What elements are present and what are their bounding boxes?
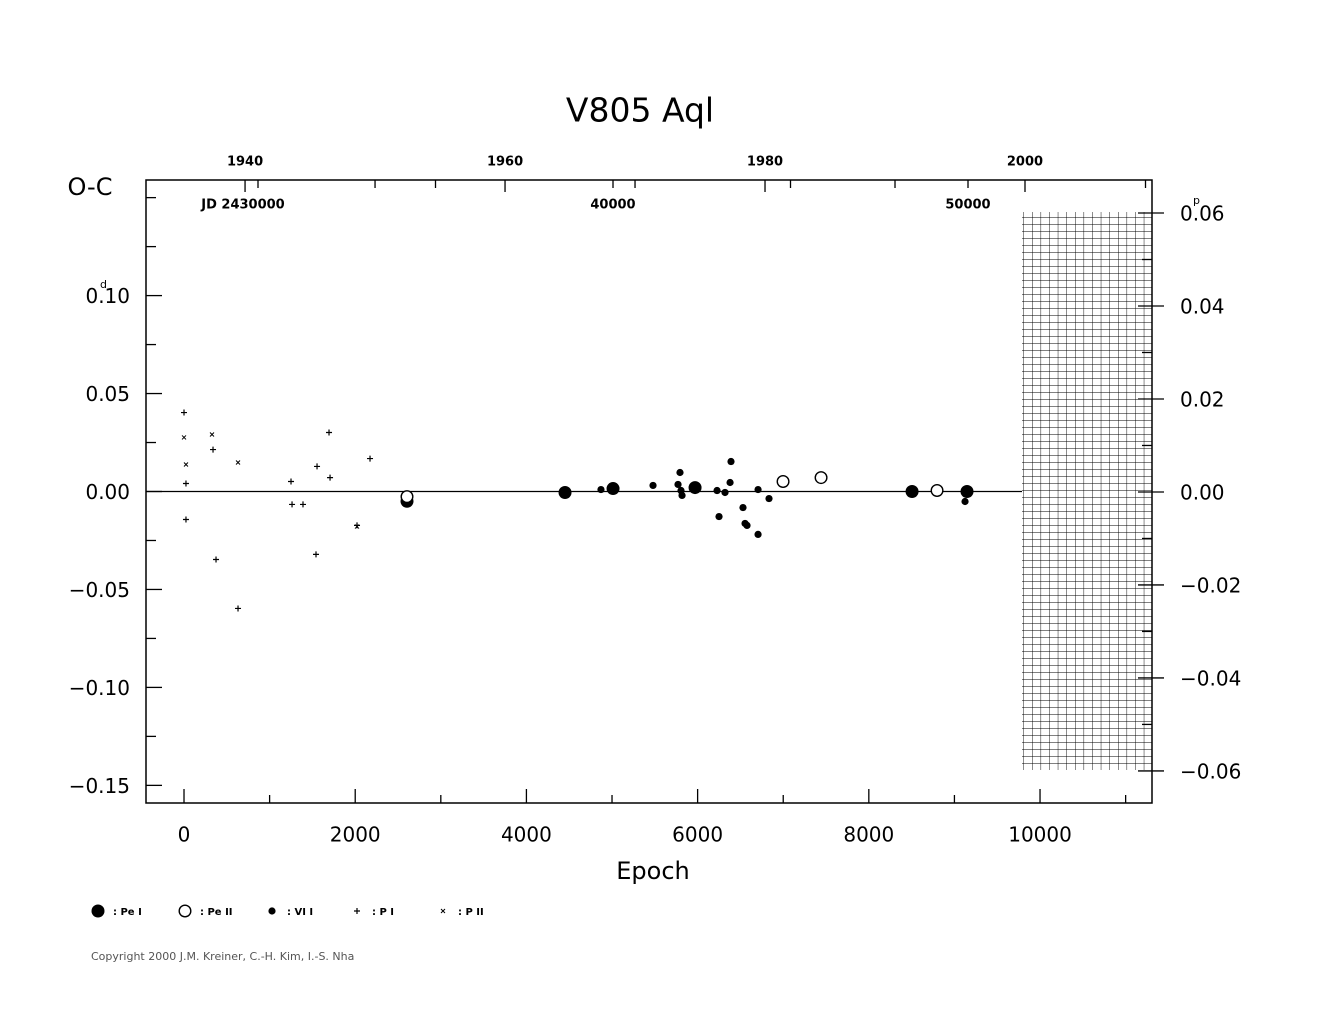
point — [678, 491, 686, 500]
point — [558, 485, 572, 499]
y-tick-label: −0.15 — [69, 774, 130, 798]
point — [289, 501, 296, 508]
year-tick-label: 1960 — [487, 155, 523, 170]
y2-tick-label: 0.00 — [1180, 480, 1225, 504]
jd-tick-label: 40000 — [590, 198, 635, 213]
future-region — [1022, 212, 1152, 770]
copyright: Copyright 2000 J.M. Kreiner, C.-H. Kim, … — [91, 950, 354, 963]
point — [182, 480, 189, 487]
chart-title: V805 Aql — [566, 91, 714, 130]
legend-marker — [354, 908, 360, 914]
point — [354, 524, 360, 529]
point — [754, 485, 762, 494]
point — [726, 478, 734, 487]
point — [676, 468, 684, 477]
legend-marker — [178, 904, 192, 918]
point — [181, 409, 188, 416]
point — [597, 485, 605, 494]
point — [713, 486, 721, 495]
year-tick-label: 2000 — [1007, 155, 1043, 170]
year-tick-label: 1940 — [227, 155, 263, 170]
point — [688, 481, 702, 495]
legend-label: : Pe I — [113, 907, 142, 918]
legend-marker — [91, 904, 105, 918]
point — [905, 485, 919, 498]
legend-marker — [440, 908, 446, 914]
y-unit: d — [100, 278, 107, 291]
point — [721, 488, 729, 497]
point — [313, 551, 320, 558]
point — [674, 480, 682, 489]
y2-tick-label: 0.06 — [1180, 202, 1225, 226]
x-tick-label: 2000 — [330, 823, 381, 847]
point — [210, 446, 217, 453]
point — [765, 494, 773, 503]
point — [181, 435, 187, 440]
point — [213, 556, 220, 563]
point — [754, 530, 762, 539]
legend-marker — [268, 907, 276, 915]
point — [314, 463, 321, 470]
point — [961, 497, 969, 506]
year-tick-label: 1980 — [747, 155, 783, 170]
point — [235, 460, 241, 465]
y-tick-label: 0.05 — [85, 382, 130, 406]
point — [776, 475, 790, 489]
point — [327, 474, 334, 481]
y2-tick-label: −0.02 — [1180, 573, 1241, 597]
point — [183, 462, 189, 467]
legend-label: : Pe II — [200, 907, 233, 918]
x-tick-label: 6000 — [672, 823, 723, 847]
point — [288, 478, 295, 485]
y-tick-label: −0.10 — [69, 676, 130, 700]
point — [960, 485, 974, 498]
x-tick-label: 10000 — [1008, 823, 1072, 847]
legend-label: : P II — [458, 907, 484, 918]
y-axis-label: O-C — [68, 173, 113, 201]
point — [739, 503, 747, 512]
point — [235, 605, 242, 612]
point — [326, 429, 333, 436]
y2-tick-label: 0.02 — [1180, 387, 1225, 411]
point — [743, 521, 751, 529]
jd-tick-label: JD 2430000 — [200, 198, 284, 213]
point — [400, 490, 414, 504]
y2-tick-label: −0.04 — [1180, 666, 1241, 690]
point — [814, 471, 828, 485]
jd-tick-label: 50000 — [945, 198, 990, 213]
point — [606, 482, 620, 496]
x-tick-label: 4000 — [501, 823, 552, 847]
y2-tick-label: −0.06 — [1180, 759, 1241, 783]
x-axis-label: Epoch — [616, 857, 690, 885]
point — [209, 432, 215, 437]
y-tick-label: 0.10 — [85, 284, 130, 308]
y-tick-label: −0.05 — [69, 578, 130, 602]
x-tick-label: 8000 — [843, 823, 894, 847]
point — [649, 481, 657, 490]
y-tick-label: 0.00 — [85, 480, 130, 504]
x-tick-label: 0 — [178, 823, 191, 847]
point — [299, 501, 306, 508]
point — [715, 512, 723, 521]
legend-label: : P I — [372, 907, 394, 918]
y2-tick-label: 0.04 — [1180, 294, 1225, 318]
point — [727, 457, 735, 466]
point — [182, 516, 189, 523]
point — [354, 522, 361, 529]
point — [930, 484, 944, 498]
point — [367, 455, 374, 462]
legend-label: : VI I — [287, 907, 313, 918]
y2-unit: p — [1193, 194, 1200, 207]
